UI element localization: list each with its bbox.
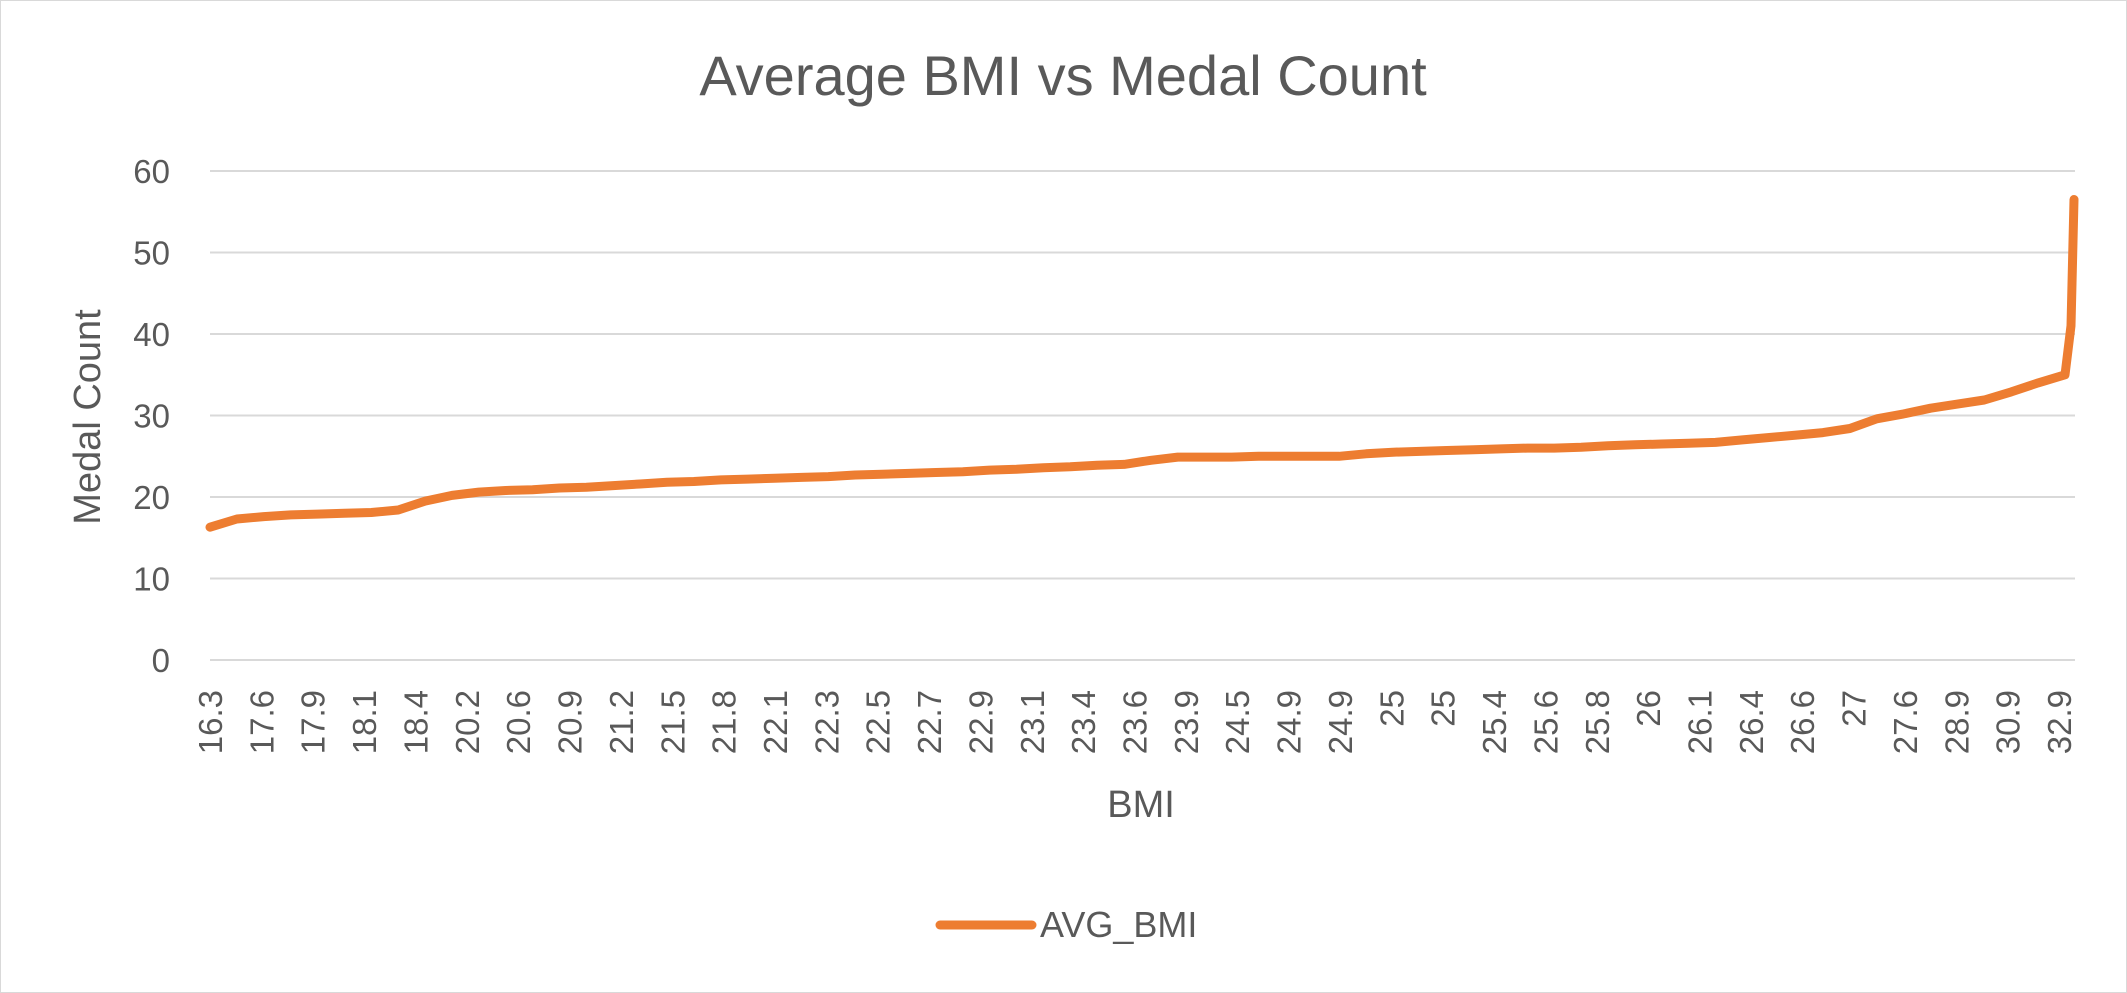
x-tick-label: 23.6	[1117, 690, 1154, 754]
y-tick-label: 50	[133, 235, 170, 272]
x-tick-label: 22.3	[808, 690, 845, 754]
x-tick-label: 27.6	[1887, 690, 1924, 754]
x-tick-label: 28.9	[1938, 690, 1975, 754]
x-tick-label: 22.7	[911, 690, 948, 754]
x-tick-label: 17.9	[295, 690, 332, 754]
x-axis-ticks: 16.3 17.6 17.9 18.1 18.4 20.2 20.6 20.9 21.2 21.5…	[192, 690, 2078, 754]
y-tick-label: 0	[152, 642, 170, 679]
y-tick-label: 10	[133, 561, 170, 598]
x-tick-label: 27	[1836, 690, 1873, 727]
x-tick-label: 23.4	[1065, 690, 1102, 754]
y-axis-title: Medal Count	[67, 309, 109, 525]
x-tick-label: 23.9	[1168, 690, 1205, 754]
gridlines	[210, 170, 2075, 661]
x-tick-label: 20.9	[552, 690, 589, 754]
x-tick-label: 20.6	[500, 690, 537, 754]
x-tick-label: 22.5	[860, 690, 897, 754]
x-tick-label: 30.9	[1990, 690, 2027, 754]
x-tick-label: 25.6	[1527, 690, 1564, 754]
legend-label-avg-bmi: AVG_BMI	[1040, 904, 1197, 945]
series-line-avg-bmi	[205, 195, 2079, 532]
x-tick-label: 26.6	[1784, 690, 1821, 754]
x-tick-label: 21.2	[603, 690, 640, 754]
x-tick-label: 22.9	[962, 690, 999, 754]
x-tick-label: 25	[1425, 690, 1462, 727]
chart-title: Average BMI vs Medal Count	[699, 44, 1427, 107]
y-tick-label: 40	[133, 316, 170, 353]
x-tick-label: 16.3	[192, 690, 229, 754]
x-tick-label: 18.4	[397, 690, 434, 754]
x-tick-label: 25.4	[1476, 690, 1513, 754]
x-tick-label: 21.8	[706, 690, 743, 754]
x-tick-label: 25	[1373, 690, 1410, 727]
x-tick-label: 20.2	[449, 690, 486, 754]
x-tick-label: 26.1	[1681, 690, 1718, 754]
x-tick-label: 23.1	[1014, 690, 1051, 754]
x-axis-title: BMI	[1107, 784, 1175, 826]
y-tick-label: 60	[133, 153, 170, 190]
x-tick-label: 26.4	[1733, 690, 1770, 754]
series-layer	[205, 195, 2079, 532]
x-tick-label: 22.1	[757, 690, 794, 754]
x-tick-label: 24.9	[1271, 690, 1308, 754]
x-tick-label: 17.6	[243, 690, 280, 754]
x-tick-label: 26	[1630, 690, 1667, 727]
x-tick-label: 25.8	[1579, 690, 1616, 754]
y-tick-label: 20	[133, 479, 170, 516]
x-tick-label: 32.9	[2041, 690, 2078, 754]
y-axis-ticks: 0 10 20 30 40 50 60	[133, 153, 170, 679]
x-tick-label: 24.9	[1322, 690, 1359, 754]
x-tick-label: 18.1	[346, 690, 383, 754]
x-tick-label: 21.5	[654, 690, 691, 754]
legend: AVG_BMI	[935, 904, 1197, 945]
x-tick-label: 24.5	[1219, 690, 1256, 754]
y-tick-label: 30	[133, 398, 170, 435]
